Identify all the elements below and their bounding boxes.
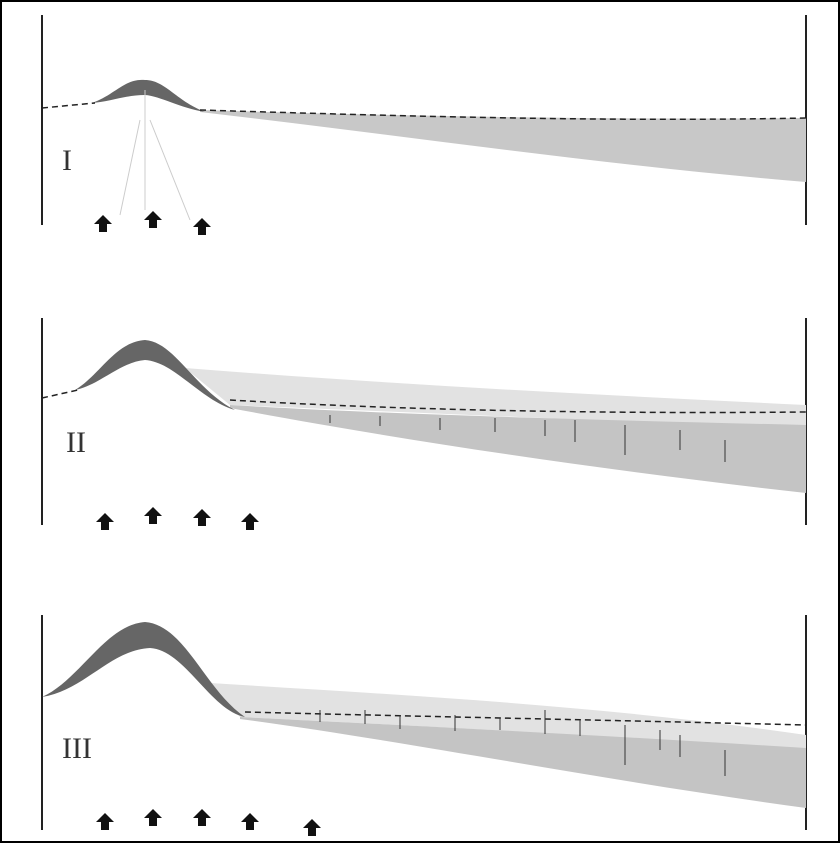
arrow bbox=[144, 211, 162, 228]
wedge bbox=[240, 717, 806, 808]
rays bbox=[119, 90, 191, 221]
arrow bbox=[94, 215, 112, 232]
spikes bbox=[329, 415, 726, 462]
panel-label: I bbox=[62, 144, 72, 177]
arrow bbox=[96, 513, 114, 530]
panel-label: II bbox=[66, 426, 86, 459]
panel: II bbox=[41, 318, 807, 530]
arrow bbox=[241, 513, 259, 530]
arrow bbox=[193, 218, 211, 235]
wedge bbox=[230, 405, 806, 493]
arrow bbox=[303, 819, 321, 836]
baseline bbox=[41, 389, 807, 414]
band bbox=[210, 683, 806, 750]
panel-label: III bbox=[62, 732, 92, 765]
arrow bbox=[193, 509, 211, 526]
arrow bbox=[144, 809, 162, 826]
arrow bbox=[241, 813, 259, 830]
hump bbox=[75, 340, 235, 410]
spikes bbox=[319, 710, 726, 776]
arrow bbox=[144, 507, 162, 524]
panel: I bbox=[41, 15, 807, 235]
arrow bbox=[193, 809, 211, 826]
wedge bbox=[200, 110, 806, 182]
band bbox=[185, 368, 806, 430]
panel: III bbox=[41, 615, 807, 836]
arrow bbox=[96, 813, 114, 830]
baseline bbox=[41, 102, 807, 121]
hump bbox=[42, 622, 245, 717]
hump bbox=[92, 79, 205, 112]
baseline bbox=[244, 711, 807, 726]
